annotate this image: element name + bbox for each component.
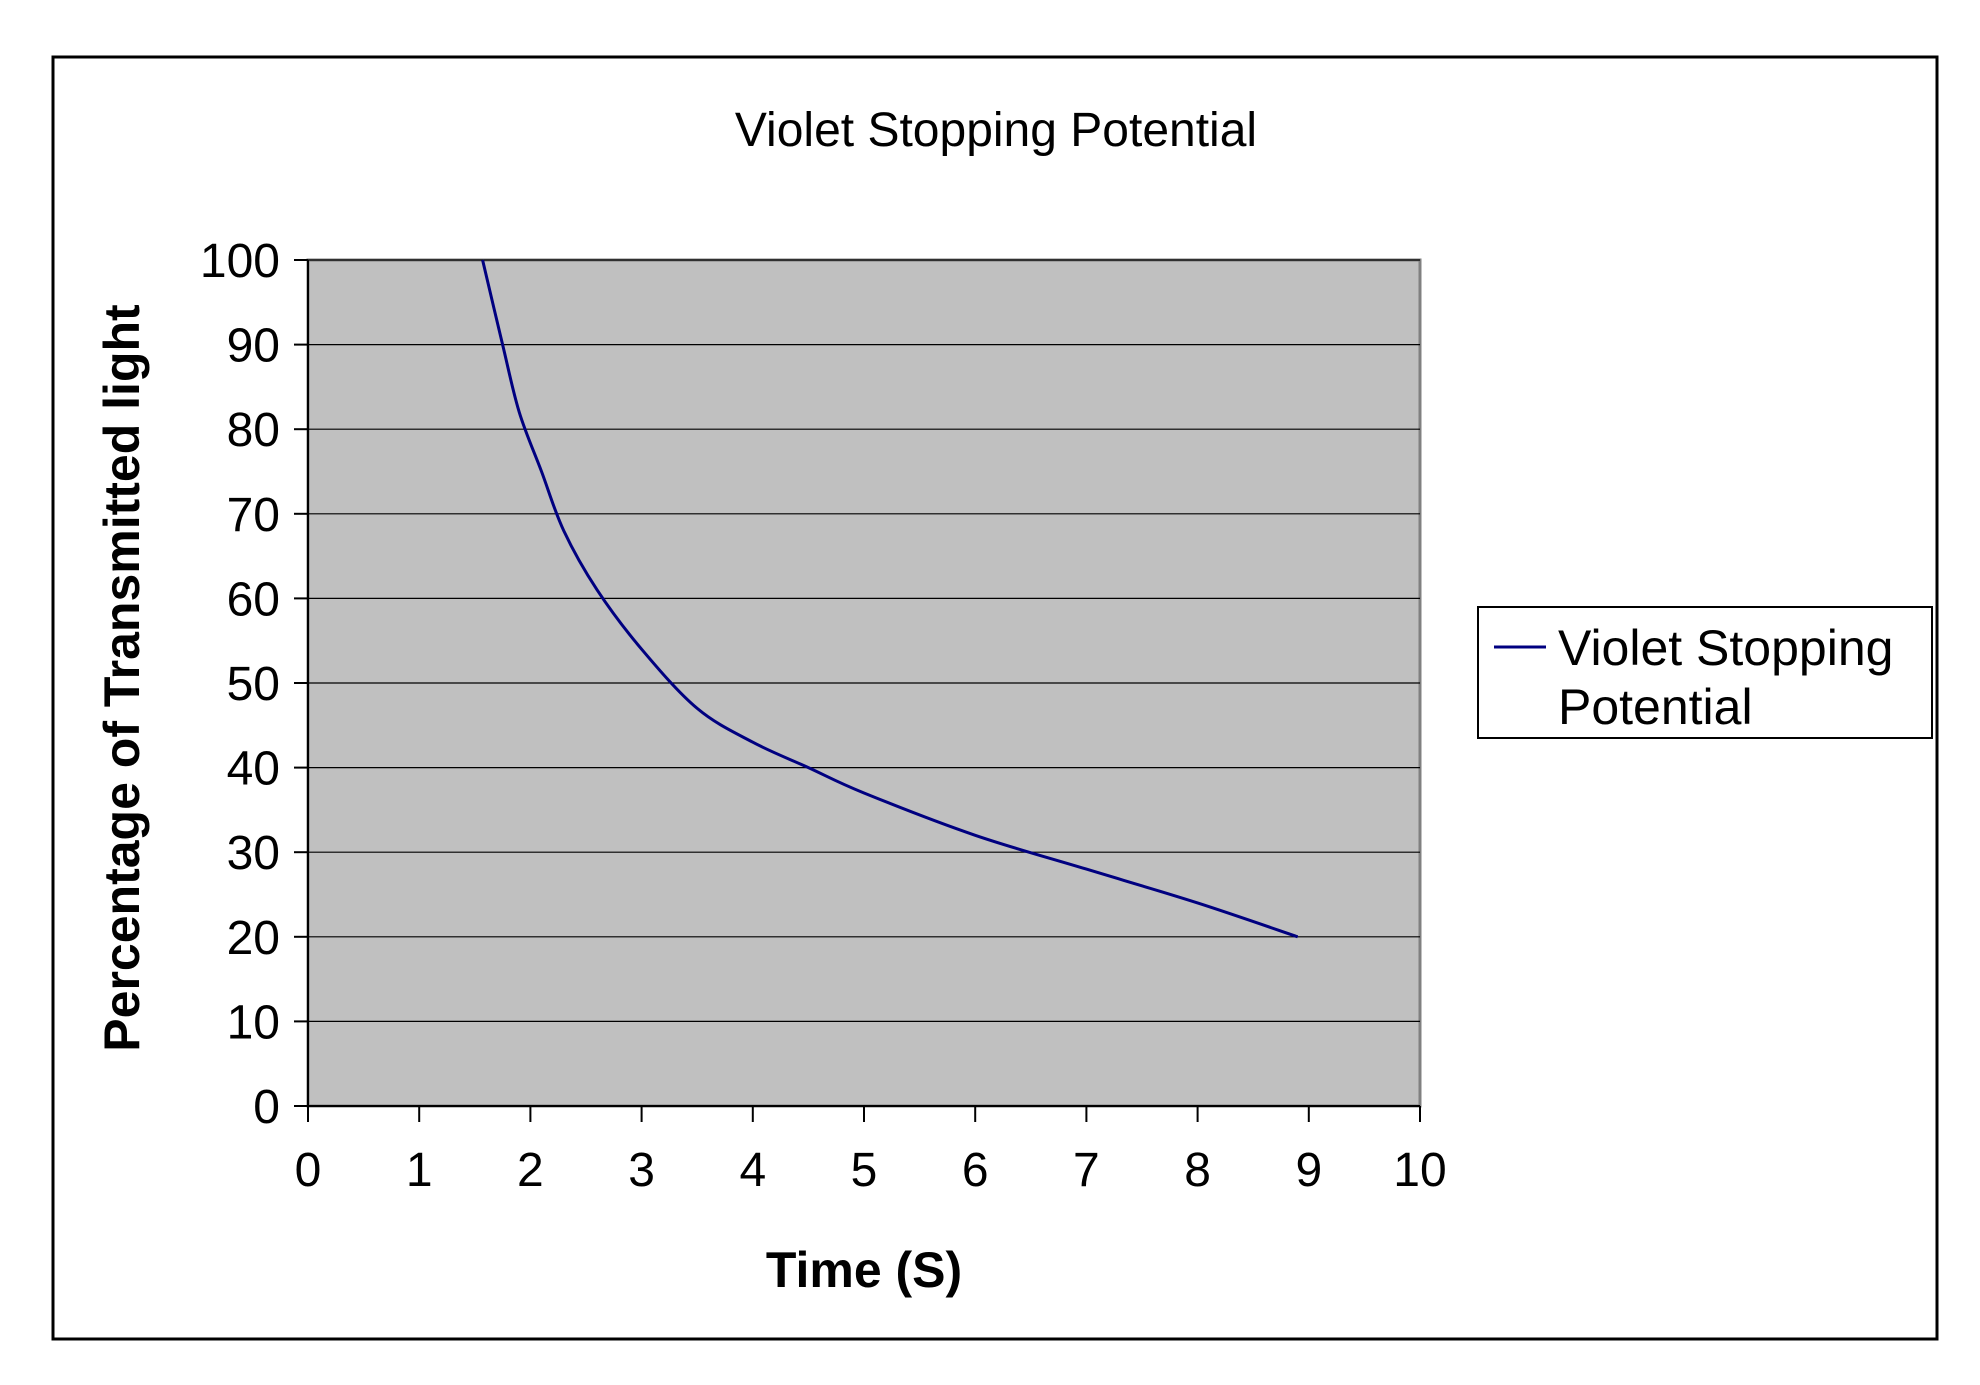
x-tick-label-4: 4 bbox=[739, 1144, 766, 1197]
x-tick-label-9: 9 bbox=[1295, 1144, 1322, 1197]
y-tick-label-80: 80 bbox=[227, 404, 280, 457]
y-tick-label-70: 70 bbox=[227, 489, 280, 542]
x-tick-label-3: 3 bbox=[628, 1144, 655, 1197]
legend-label-line-1: Violet Stopping bbox=[1558, 620, 1893, 676]
x-tick-label-10: 10 bbox=[1393, 1144, 1446, 1197]
tick-labels: 0 10 20 30 40 50 60 70 80 90 100 0 1 2 3 4 5 6 7 8 9 10 bbox=[200, 235, 1447, 1197]
axes bbox=[294, 259, 1421, 1122]
x-tick-label-5: 5 bbox=[851, 1144, 878, 1197]
series-layer bbox=[481, 259, 1299, 939]
y-tick-label-20: 20 bbox=[227, 912, 280, 965]
y-tick-label-100: 100 bbox=[200, 235, 280, 288]
y-tick-label-60: 60 bbox=[227, 573, 280, 626]
legend: Violet Stopping Potential bbox=[1477, 606, 1933, 739]
y-tick-label-40: 40 bbox=[227, 743, 280, 796]
x-axis-title: Time (S) bbox=[766, 1242, 962, 1298]
legend-box bbox=[1477, 606, 1933, 739]
legend-label-line-2: Potential bbox=[1558, 679, 1753, 735]
x-tick-label-6: 6 bbox=[962, 1144, 989, 1197]
x-tick-label-0: 0 bbox=[295, 1144, 322, 1197]
y-tick-label-50: 50 bbox=[227, 658, 280, 711]
x-tick-label-7: 7 bbox=[1073, 1144, 1100, 1197]
y-tick-label-90: 90 bbox=[227, 320, 280, 373]
chart-title: Violet Stopping Potential bbox=[735, 104, 1257, 157]
legend-label: Violet Stopping Potential bbox=[1558, 620, 1907, 735]
y-tick-label-0: 0 bbox=[253, 1081, 280, 1134]
x-tick-label-8: 8 bbox=[1184, 1144, 1211, 1197]
series-line-0 bbox=[481, 259, 1299, 939]
x-tick-label-1: 1 bbox=[406, 1144, 433, 1197]
x-tick-label-2: 2 bbox=[517, 1144, 544, 1197]
grid-lines bbox=[308, 259, 1420, 1023]
y-tick-label-10: 10 bbox=[227, 996, 280, 1049]
y-tick-label-30: 30 bbox=[227, 827, 280, 880]
y-axis-title: Percentage of Transmitted light bbox=[94, 304, 150, 1052]
